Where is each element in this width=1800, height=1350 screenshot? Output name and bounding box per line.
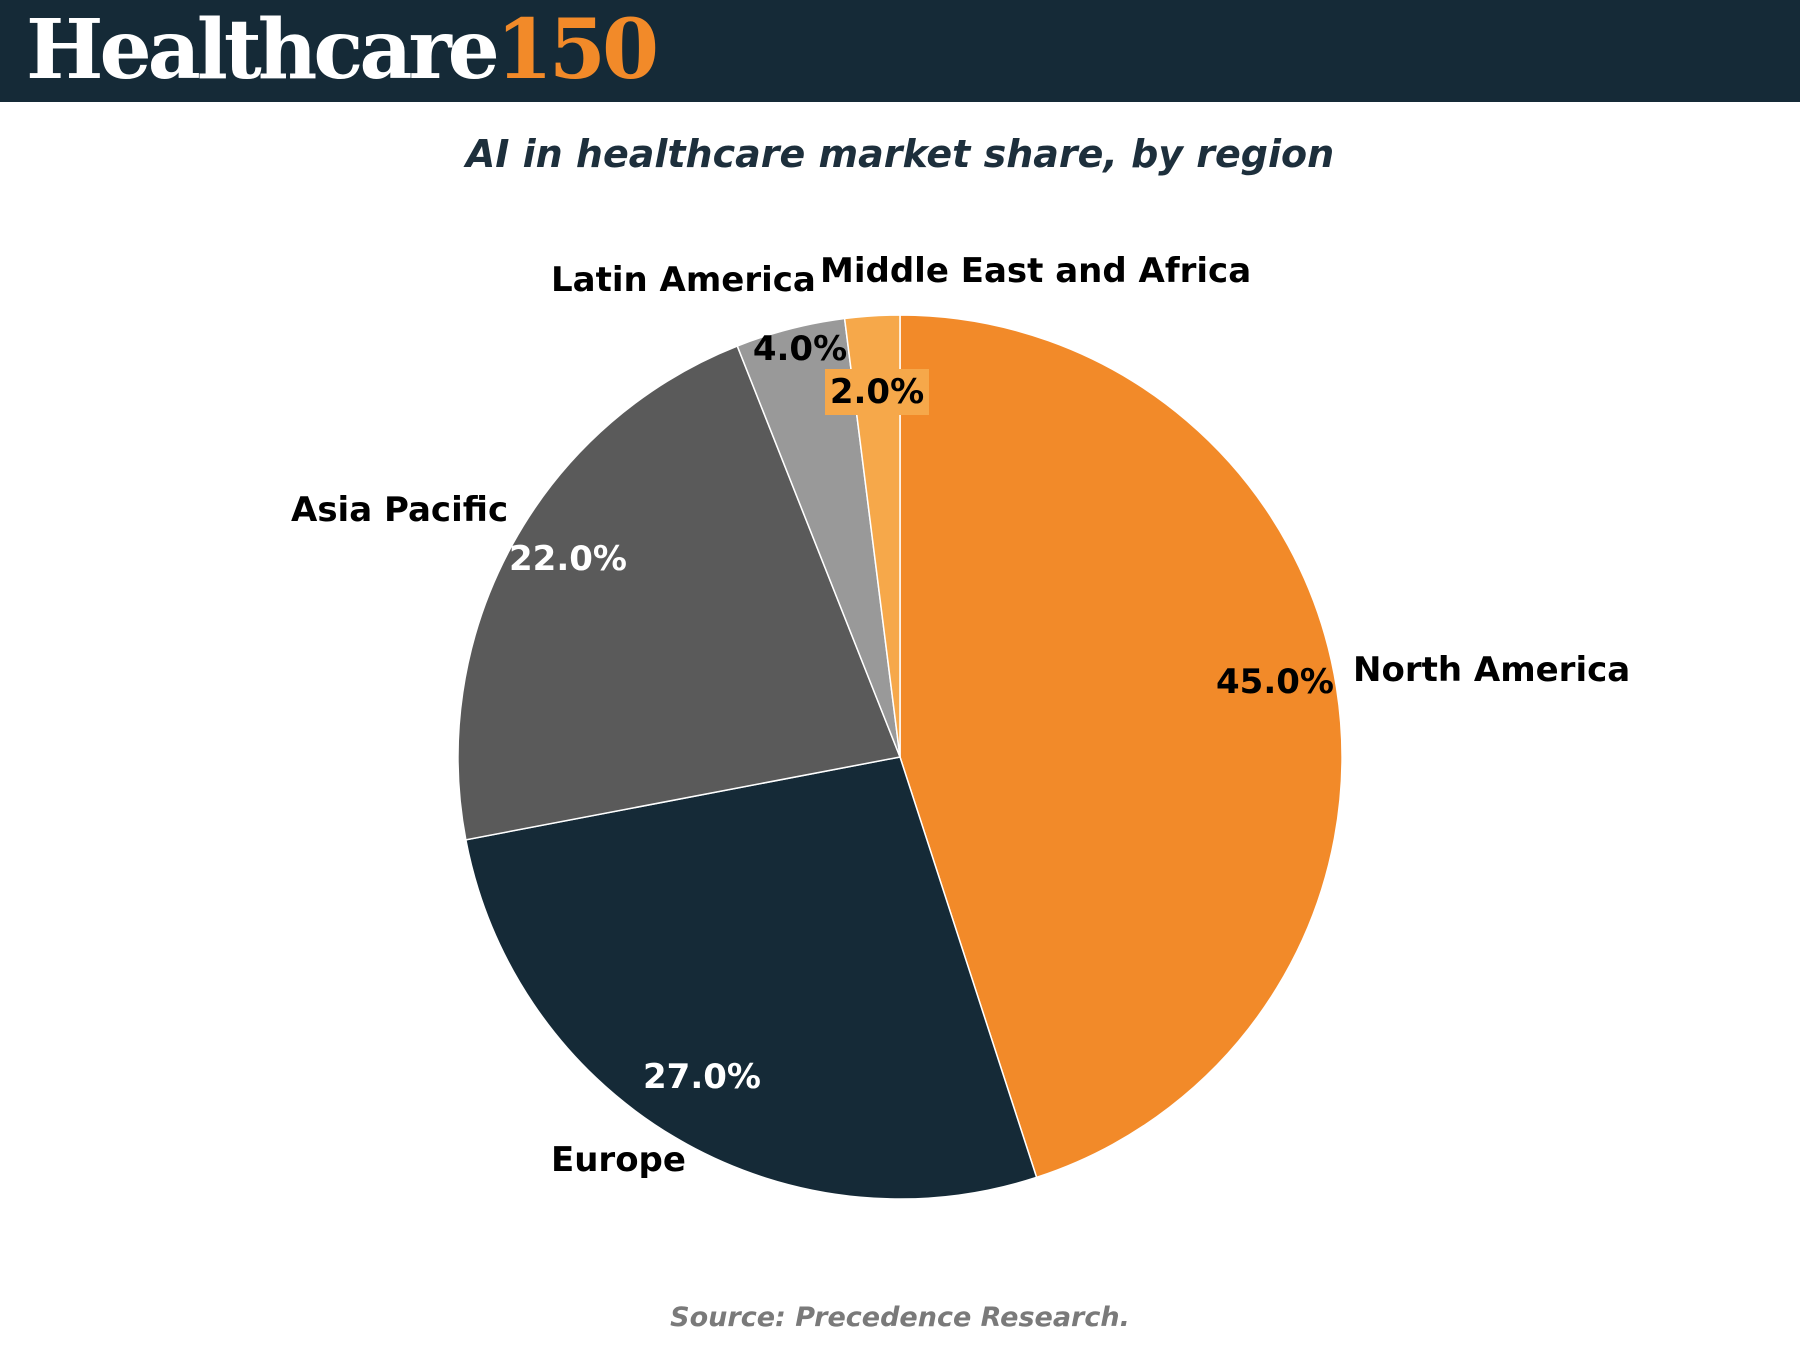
brand-logo-number: 150 — [495, 2, 659, 98]
pie-slice-middle-east-and-africa — [843, 314, 901, 758]
pie-slice-asia-pacific — [457, 345, 902, 841]
pie-slice-north-america — [899, 314, 1343, 1179]
header-bar: Healthcare150 — [0, 0, 1800, 102]
chart-title: AI in healthcare market share, by region — [465, 132, 1335, 176]
brand-logo: Healthcare150 — [26, 2, 659, 98]
data-label-latin-america: 4.0% — [753, 329, 847, 369]
category-label-middle-east-and-africa: Middle East and Africa — [820, 251, 1251, 291]
category-label-latin-america: Latin America — [551, 260, 816, 300]
category-label-north-america: North America — [1353, 650, 1630, 690]
data-label-asia-pacific: 22.0% — [509, 539, 627, 579]
category-label-asia-pacific: Asia Pacific — [291, 490, 508, 530]
source-note: Source: Precedence Research. — [670, 1302, 1130, 1333]
data-label-box-middle-east-and-africa — [825, 369, 929, 415]
brand-logo-word: Healthcare — [26, 2, 500, 98]
category-label-europe: Europe — [551, 1140, 686, 1180]
pie-slice-europe — [464, 756, 1038, 1200]
data-label-north-america: 45.0% — [1216, 662, 1334, 702]
data-label-middle-east-and-africa: 2.0% — [830, 372, 924, 412]
data-label-europe: 27.0% — [643, 1057, 761, 1097]
